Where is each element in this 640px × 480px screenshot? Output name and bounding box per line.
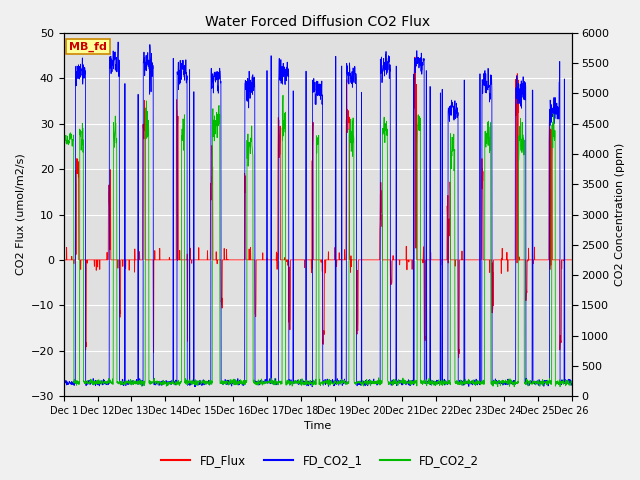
Legend: FD_Flux, FD_CO2_1, FD_CO2_2: FD_Flux, FD_CO2_1, FD_CO2_2 — [156, 449, 484, 472]
X-axis label: Time: Time — [304, 421, 332, 432]
Y-axis label: CO2 Concentration (ppm): CO2 Concentration (ppm) — [615, 143, 625, 286]
Text: MB_fd: MB_fd — [69, 41, 107, 51]
Y-axis label: CO2 Flux (umol/m2/s): CO2 Flux (umol/m2/s) — [15, 154, 25, 276]
Title: Water Forced Diffusion CO2 Flux: Water Forced Diffusion CO2 Flux — [205, 15, 430, 29]
